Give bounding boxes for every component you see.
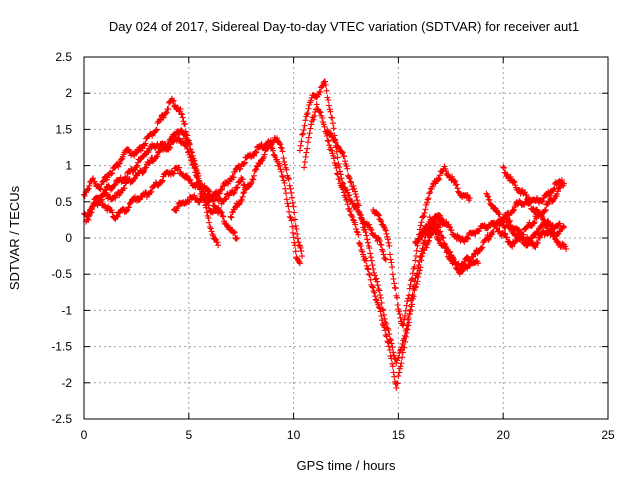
series-sat-track-6	[227, 134, 305, 260]
series-markers	[296, 78, 389, 263]
y-tick-label: 1	[65, 159, 72, 173]
y-tick-label: -2	[61, 376, 72, 390]
data-marks	[81, 78, 570, 391]
y-tick-label: 2	[65, 86, 72, 100]
series-markers	[91, 164, 240, 242]
series-sat-track-5	[171, 138, 303, 267]
series-sat-track-16	[496, 198, 563, 232]
x-axis-label: GPS time / hours	[297, 458, 396, 473]
y-tick-labels: -2.5 -2 -1.5 -1 -0.5 0 0.5 1 1.5 2 2.5	[51, 50, 72, 426]
x-tick-labels: 0 5 10 15 20 25	[81, 428, 615, 442]
y-tick-label: -1.5	[51, 340, 72, 354]
series-sat-track-7	[296, 78, 389, 263]
series-sat-track-10	[370, 163, 473, 329]
series-sat-track-9	[324, 127, 448, 366]
series-sat-track-4	[91, 164, 240, 242]
x-tick-label: 0	[81, 428, 88, 442]
axis-ticks	[83, 56, 609, 420]
y-tick-label: 2.5	[55, 50, 72, 64]
chart-title: Day 024 of 2017, Sidereal Day-to-day VTE…	[109, 19, 579, 34]
y-tick-label: -1	[61, 303, 72, 317]
series-markers	[370, 163, 473, 329]
y-axis-label: SDTVAR / TECUs	[7, 185, 22, 290]
y-tick-label: -2.5	[51, 412, 72, 426]
x-tick-label: 20	[497, 428, 511, 442]
y-tick-label: -0.5	[51, 267, 72, 281]
y-tick-label: 1.5	[55, 122, 72, 136]
series-markers	[483, 190, 570, 252]
x-tick-label: 5	[185, 428, 192, 442]
series-markers	[171, 138, 303, 267]
series-markers	[496, 198, 563, 232]
y-tick-label: 0	[65, 231, 72, 245]
x-tick-label: 10	[287, 428, 301, 442]
series-sat-track-14	[483, 190, 570, 252]
series-markers	[227, 134, 305, 260]
series-markers	[324, 127, 448, 366]
x-tick-label: 15	[392, 428, 406, 442]
x-tick-label: 25	[601, 428, 615, 442]
y-tick-label: 0.5	[55, 195, 72, 209]
